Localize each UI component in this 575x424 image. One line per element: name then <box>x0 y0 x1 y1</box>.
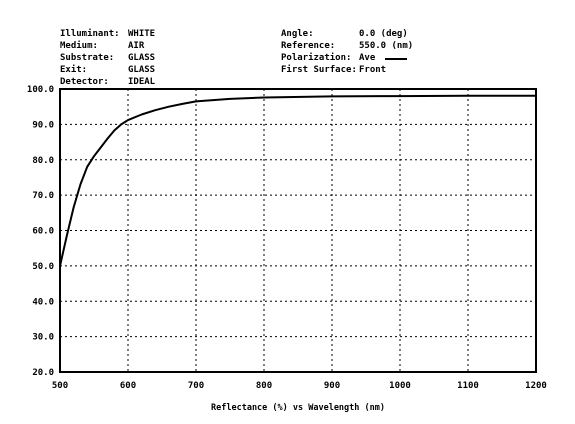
param-value: Front <box>359 65 387 75</box>
param-key: Angle: <box>281 29 314 39</box>
x-tick-labels: 500 600 700 800 900 1000 1100 1200 <box>52 381 547 391</box>
param-value: AIR <box>128 41 145 51</box>
x-tick-label: 1200 <box>525 381 547 391</box>
param-key: Illuminant: <box>60 29 120 39</box>
x-tick-label: 600 <box>120 381 136 391</box>
x-tick-label: 900 <box>324 381 340 391</box>
series-layer <box>59 94 536 267</box>
param-key: Reference: <box>281 41 336 51</box>
param-value: 0.0 (deg) <box>359 29 408 39</box>
reflectance-line <box>59 94 536 267</box>
y-tick-label: 40.0 <box>32 297 54 307</box>
x-axis-title: Reflectance (%) vs Wavelength (nm) <box>211 403 385 413</box>
y-tick-label: 100.0 <box>27 85 54 95</box>
param-value: GLASS <box>128 65 156 75</box>
param-key: First Surface: <box>281 65 357 75</box>
x-tick-label: 500 <box>52 381 68 391</box>
param-value: 550.0 (nm) <box>359 41 414 51</box>
param-value: Ave <box>359 53 376 63</box>
param-value: WHITE <box>128 29 156 39</box>
y-tick-label: 70.0 <box>32 191 54 201</box>
y-tick-label: 80.0 <box>32 156 54 166</box>
param-value: IDEAL <box>128 77 156 87</box>
param-key: Detector: <box>60 77 109 87</box>
param-key: Exit: <box>60 65 88 75</box>
param-key: Polarization: <box>281 53 352 63</box>
param-key: Substrate: <box>60 53 115 63</box>
legend-line-sample <box>385 58 407 60</box>
x-tick-label: 700 <box>188 381 204 391</box>
y-tick-label: 20.0 <box>32 368 54 378</box>
param-value: GLASS <box>128 53 156 63</box>
y-tick-label: 60.0 <box>32 227 54 237</box>
y-tick-labels: 20.0 30.0 40.0 50.0 60.0 70.0 80.0 90.0 100.0 <box>27 85 54 378</box>
grid-lines <box>60 89 536 372</box>
y-tick-label: 50.0 <box>32 262 54 272</box>
x-tick-label: 1000 <box>389 381 411 391</box>
x-tick-label: 800 <box>256 381 272 391</box>
param-key: Medium: <box>60 41 98 51</box>
y-tick-label: 30.0 <box>32 333 54 343</box>
y-tick-label: 90.0 <box>32 120 54 130</box>
x-tick-label: 1100 <box>457 381 479 391</box>
